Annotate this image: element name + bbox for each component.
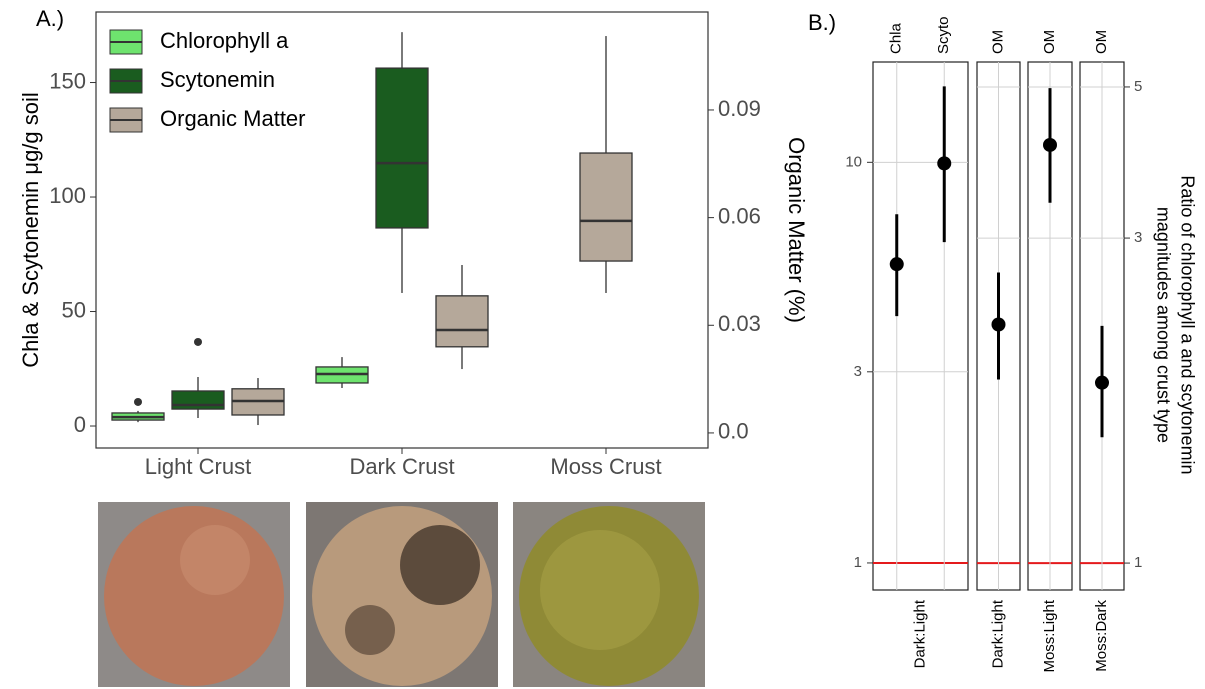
y-tick-label: 100: [49, 183, 86, 208]
x-tick-label: Dark Crust: [349, 454, 454, 479]
facet-x-label: Dark:Light: [989, 599, 1006, 668]
box: [171, 390, 225, 410]
facet-header: Scyto: [935, 16, 952, 54]
box: [579, 152, 633, 262]
y-tick-label: 10: [845, 153, 862, 170]
y-tick-label: 50: [62, 297, 86, 322]
y2-axis-label: Organic Matter (%): [784, 137, 809, 323]
x-tick-label: Moss Crust: [550, 454, 661, 479]
photo-detail: [540, 530, 660, 650]
box: [375, 67, 429, 229]
photo-detail: [345, 605, 395, 655]
point: [1095, 375, 1109, 390]
y-tick-label: 150: [49, 68, 86, 93]
facet-header: OM: [989, 30, 1006, 54]
legend-label: Organic Matter: [160, 106, 306, 131]
box: [435, 295, 489, 348]
facet-header: Chla: [888, 22, 905, 54]
y-tick-label: 0: [74, 412, 86, 437]
photo-detail: [400, 525, 480, 605]
legend-label: Scytonemin: [160, 67, 275, 92]
outlier: [194, 337, 202, 346]
x-tick-label: Light Crust: [145, 454, 251, 479]
panel-label: B.): [808, 10, 836, 35]
y2-tick-label: 3: [1134, 229, 1142, 246]
y2-tick-label: 0.03: [718, 311, 761, 336]
facet-panel: [872, 61, 969, 591]
outlier: [134, 397, 142, 406]
crust-photos: [98, 502, 705, 687]
y2-tick-label: 1: [1134, 554, 1142, 571]
y2-tick-label: 5: [1134, 78, 1142, 95]
facet-x-label: Moss:Light: [1041, 599, 1058, 672]
facet-x-label: Moss:Dark: [1093, 600, 1110, 672]
point: [1043, 137, 1057, 152]
y-axis-label: Chla & Scytonemin μg/g soil: [18, 92, 43, 368]
facet-header: OM: [1093, 30, 1110, 54]
y2-tick-label: 0.0: [718, 419, 749, 444]
facet-x-label: Dark:Light: [911, 599, 928, 668]
photo-detail: [180, 525, 250, 595]
y2-tick-label: 0.09: [718, 96, 761, 121]
y2-axis-label: Ratio of chlorophyll a and scytonemin: [1177, 175, 1197, 474]
legend-label: Chlorophyll a: [160, 28, 289, 53]
panel-label: A.): [36, 6, 64, 31]
y2-axis-label: magnitudes among crust type: [1153, 207, 1173, 443]
facet-header: OM: [1041, 30, 1058, 54]
y-tick-label: 1: [854, 554, 862, 571]
point: [991, 317, 1006, 332]
point: [937, 156, 952, 171]
y-tick-label: 3: [854, 363, 862, 380]
point: [889, 257, 904, 272]
y2-tick-label: 0.06: [718, 203, 761, 228]
